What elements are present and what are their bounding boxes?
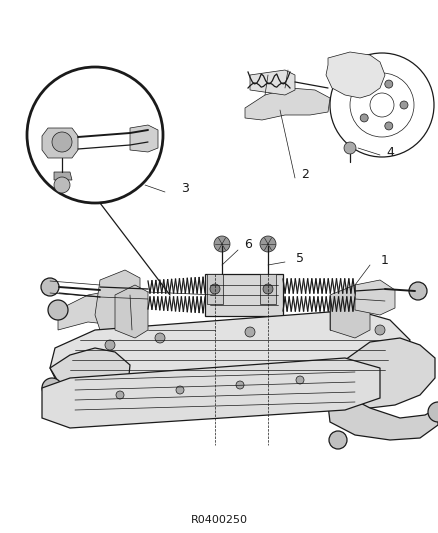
Circle shape bbox=[329, 431, 347, 449]
Text: 2: 2 bbox=[301, 168, 309, 182]
Text: 1: 1 bbox=[381, 254, 389, 266]
Circle shape bbox=[54, 177, 70, 193]
Circle shape bbox=[41, 278, 59, 296]
Polygon shape bbox=[355, 280, 395, 315]
Polygon shape bbox=[115, 285, 148, 338]
Text: 3: 3 bbox=[181, 182, 189, 195]
Polygon shape bbox=[245, 88, 330, 120]
Polygon shape bbox=[50, 310, 410, 398]
Circle shape bbox=[409, 282, 427, 300]
Circle shape bbox=[245, 327, 255, 337]
Circle shape bbox=[155, 333, 165, 343]
Polygon shape bbox=[58, 290, 130, 330]
Polygon shape bbox=[205, 274, 283, 316]
Polygon shape bbox=[330, 285, 370, 338]
Circle shape bbox=[385, 122, 393, 130]
Circle shape bbox=[105, 340, 115, 350]
Polygon shape bbox=[130, 125, 158, 152]
Circle shape bbox=[52, 132, 72, 152]
Circle shape bbox=[260, 236, 276, 252]
Circle shape bbox=[116, 391, 124, 399]
Polygon shape bbox=[335, 338, 435, 408]
Circle shape bbox=[42, 378, 62, 398]
Circle shape bbox=[296, 376, 304, 384]
Circle shape bbox=[210, 284, 220, 294]
Polygon shape bbox=[326, 52, 385, 98]
Polygon shape bbox=[42, 128, 78, 158]
Text: 5: 5 bbox=[296, 252, 304, 264]
Polygon shape bbox=[328, 395, 438, 440]
Text: 4: 4 bbox=[386, 146, 394, 158]
Text: R0400250: R0400250 bbox=[191, 515, 247, 525]
Polygon shape bbox=[260, 274, 276, 304]
Circle shape bbox=[335, 315, 345, 325]
Circle shape bbox=[344, 142, 356, 154]
Circle shape bbox=[375, 325, 385, 335]
Text: 6: 6 bbox=[244, 238, 252, 252]
Polygon shape bbox=[42, 358, 380, 428]
Circle shape bbox=[360, 88, 368, 96]
Circle shape bbox=[214, 236, 230, 252]
Polygon shape bbox=[207, 274, 223, 304]
Polygon shape bbox=[54, 172, 72, 180]
Polygon shape bbox=[250, 70, 295, 95]
Circle shape bbox=[263, 284, 273, 294]
Circle shape bbox=[428, 402, 438, 422]
Polygon shape bbox=[50, 348, 130, 392]
Circle shape bbox=[48, 300, 68, 320]
Circle shape bbox=[360, 114, 368, 122]
Polygon shape bbox=[95, 270, 140, 338]
Circle shape bbox=[236, 381, 244, 389]
Circle shape bbox=[176, 386, 184, 394]
Circle shape bbox=[385, 80, 393, 88]
Circle shape bbox=[400, 101, 408, 109]
